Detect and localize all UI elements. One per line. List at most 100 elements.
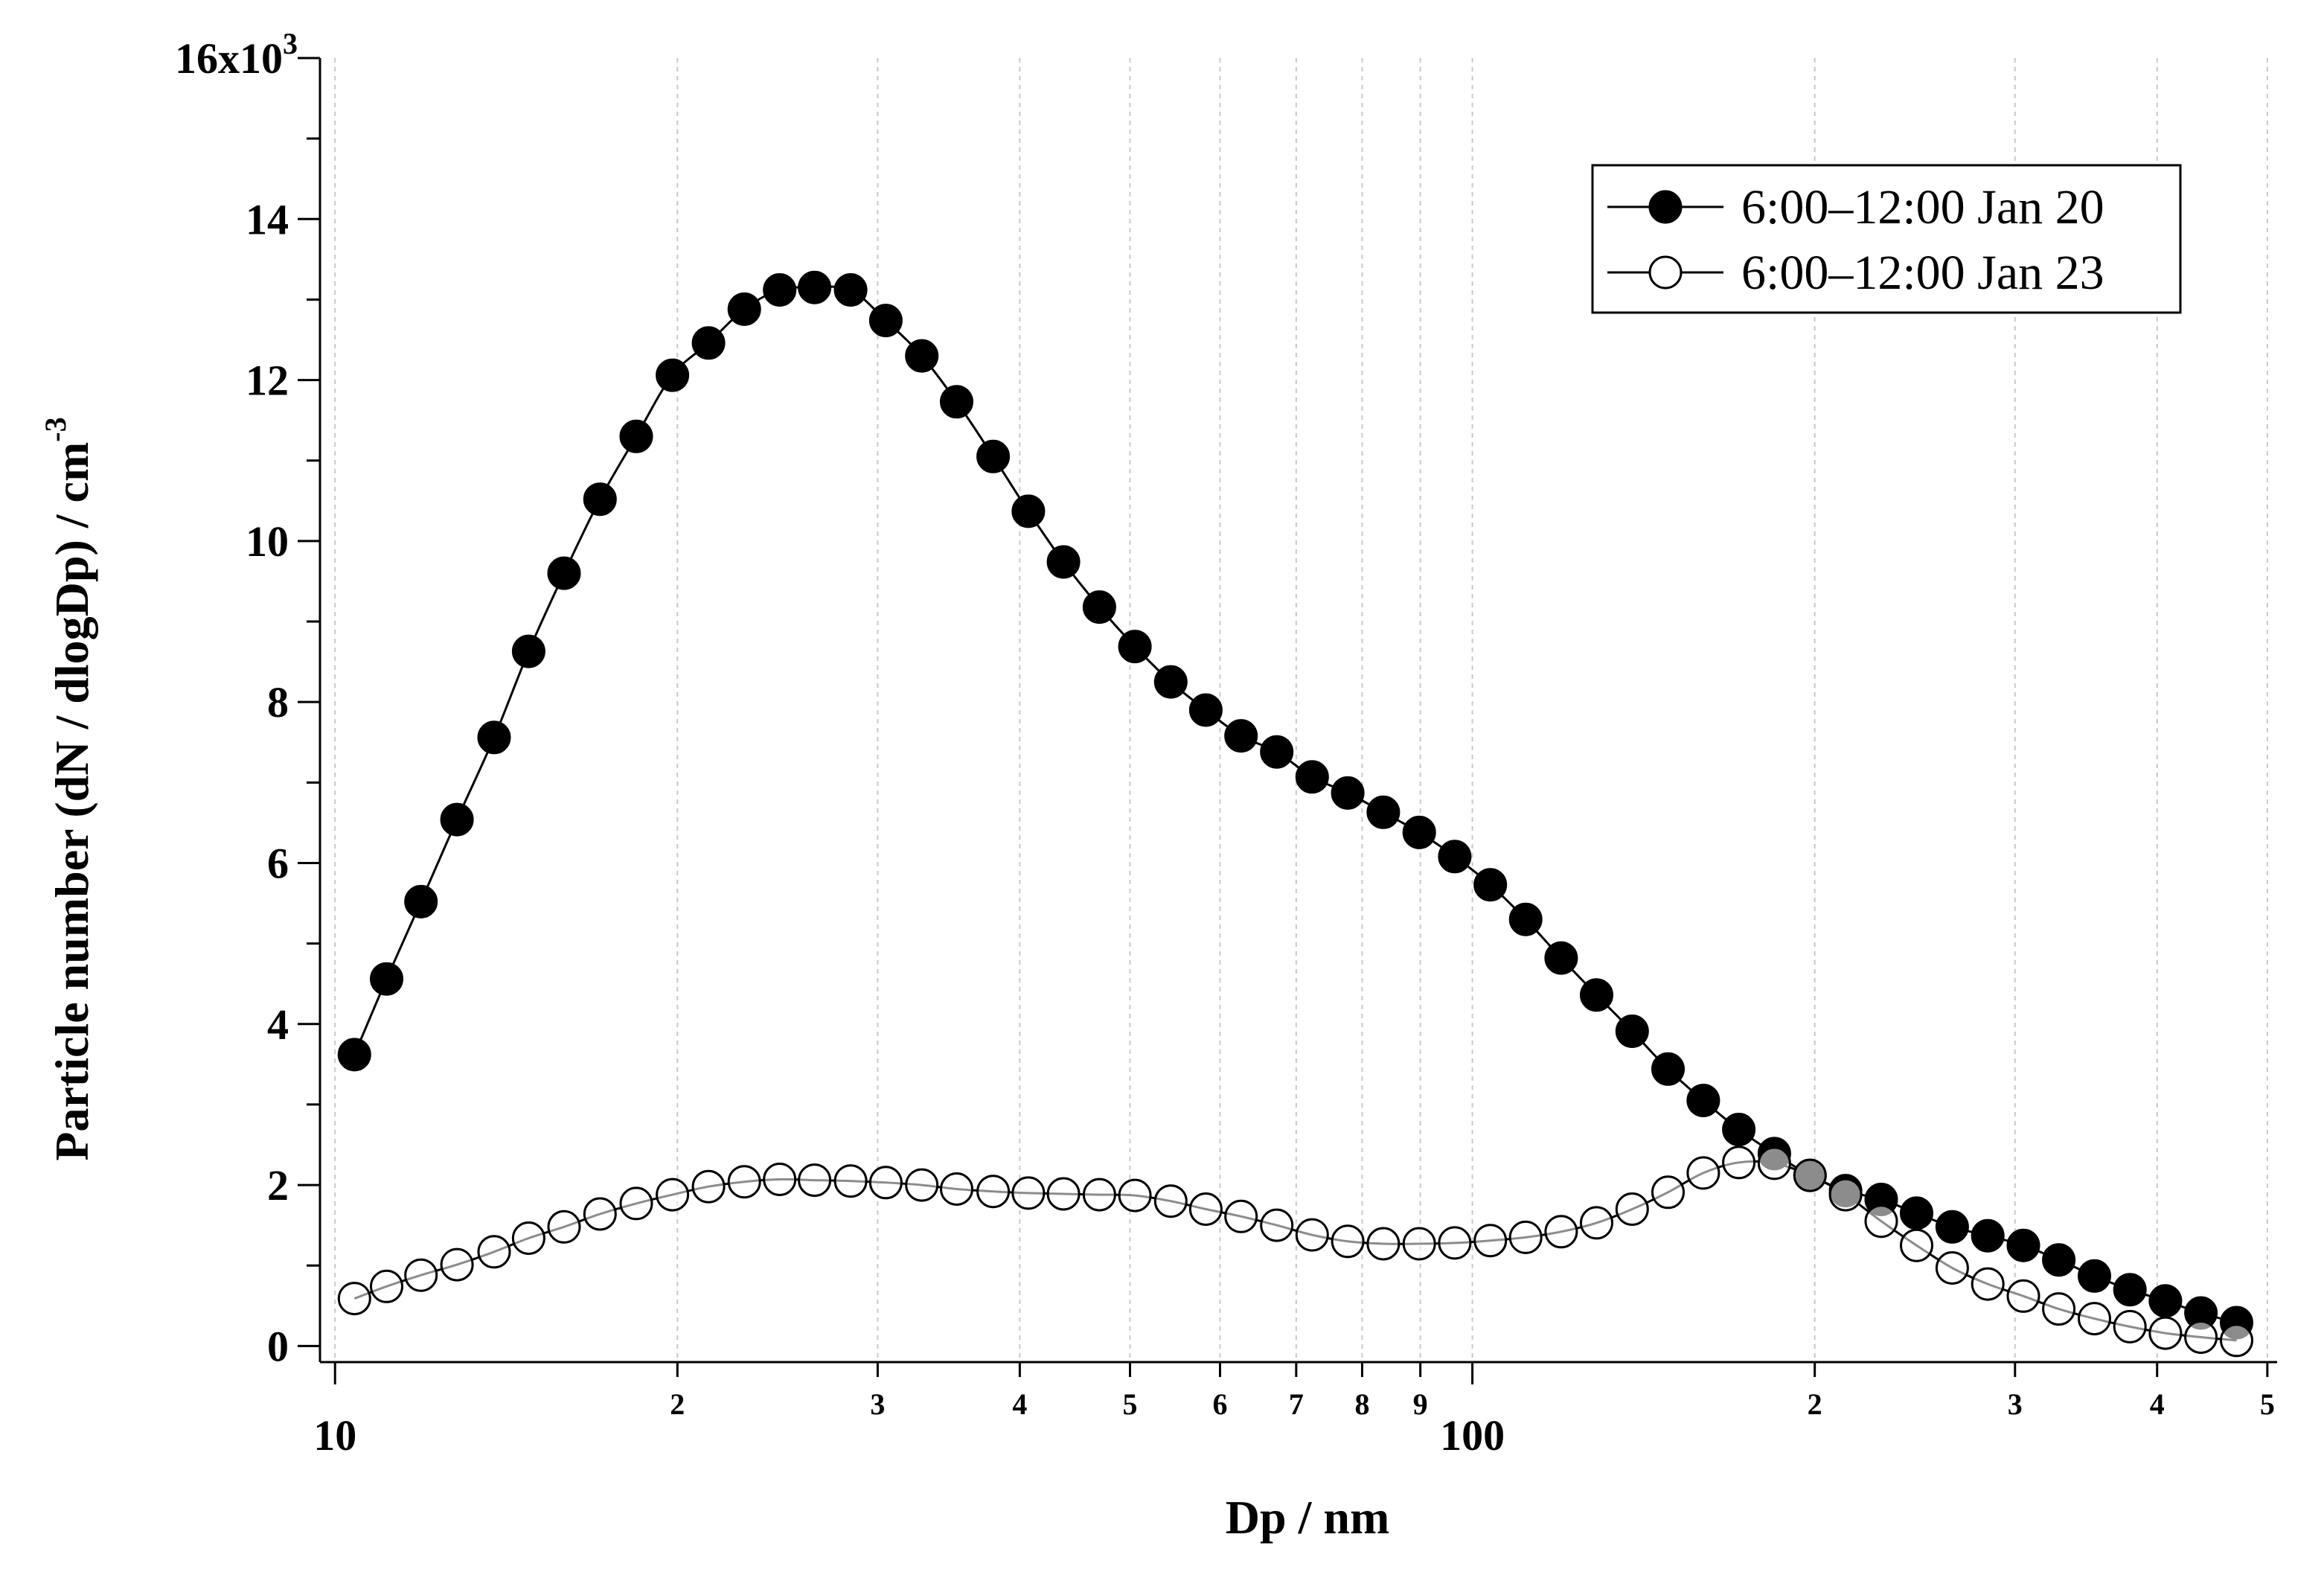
x-minor-tick-label: 6 <box>1213 1387 1228 1421</box>
data-point <box>1331 1224 1365 1259</box>
data-point <box>1295 1218 1329 1252</box>
x-minor-tick-label: 4 <box>2150 1387 2165 1421</box>
y-tick-label: 14 <box>246 195 289 243</box>
data-point <box>1188 1192 1223 1226</box>
data-point <box>2220 1323 2253 1358</box>
y-top-tick-label: 16x103 <box>175 27 298 83</box>
data-point <box>940 385 973 419</box>
data-point <box>1260 1208 1294 1242</box>
data-point <box>691 1169 726 1204</box>
data-point <box>337 1038 371 1072</box>
data-point <box>1651 1175 1685 1210</box>
legend-marker-0 <box>1648 190 1683 224</box>
y-tick-label: 4 <box>267 1000 289 1049</box>
x-minor-tick-label: 9 <box>1413 1387 1428 1421</box>
data-point <box>477 720 511 755</box>
data-point <box>583 482 617 517</box>
data-point <box>2006 1279 2040 1313</box>
data-point <box>976 1175 1011 1209</box>
data-point <box>1686 1084 1720 1117</box>
data-point <box>477 1235 511 1269</box>
data-point <box>1295 760 1329 794</box>
data-point <box>2042 1292 2076 1326</box>
data-point <box>1046 1177 1081 1211</box>
data-point <box>370 962 403 996</box>
data-point <box>619 1186 653 1221</box>
y-tick-label: 10 <box>246 517 289 566</box>
x-minor-tick-label: 5 <box>2260 1387 2275 1421</box>
data-point <box>727 1165 761 1199</box>
data-point <box>2148 1284 2183 1318</box>
data-point <box>1935 1210 1969 1244</box>
y-tick-label: 0 <box>267 1322 289 1370</box>
data-point <box>1722 1113 1756 1146</box>
data-point <box>833 273 868 307</box>
data-point <box>1188 693 1223 727</box>
data-point <box>1153 665 1188 699</box>
data-point <box>1615 1015 1649 1048</box>
data-point <box>833 1164 868 1198</box>
data-point <box>2184 1320 2218 1354</box>
data-point <box>868 1166 903 1200</box>
data-point <box>1366 1227 1401 1261</box>
x-minor-tick-label: 2 <box>1808 1387 1822 1421</box>
data-point <box>798 1163 832 1198</box>
data-point <box>1473 868 1508 902</box>
data-point <box>691 326 726 360</box>
x-minor-tick-label: 2 <box>670 1387 685 1421</box>
data-point <box>1438 840 1472 874</box>
data-point <box>1935 1251 1969 1285</box>
data-point <box>2113 1309 2147 1343</box>
data-point <box>337 1282 371 1316</box>
data-point <box>1153 1184 1188 1218</box>
data-point <box>656 1178 690 1212</box>
x-minor-tick-label: 3 <box>870 1387 885 1421</box>
x-minor-tick-label: 3 <box>2008 1387 2023 1421</box>
data-point <box>1508 1220 1543 1254</box>
y-ticks: 0 2 4 6 8 10 12 14 <box>246 57 320 1370</box>
data-point <box>440 1247 474 1282</box>
data-point <box>1118 1178 1152 1212</box>
data-point <box>1082 1178 1116 1212</box>
data-point <box>1366 795 1401 829</box>
data-point <box>1900 1228 1933 1262</box>
data-point <box>1082 590 1116 624</box>
legend-label-0: 6:00–12:00 Jan 20 <box>1741 180 2104 234</box>
data-point <box>619 419 653 453</box>
x-minor-tick-label: 5 <box>1122 1387 1137 1421</box>
data-point <box>1260 735 1294 769</box>
data-point <box>2042 1243 2076 1277</box>
x-minor-tick-label: 7 <box>1289 1387 1304 1421</box>
data-point <box>2113 1273 2147 1307</box>
data-point <box>1508 902 1543 936</box>
legend-marker-1 <box>1648 255 1683 290</box>
data-point <box>1971 1267 2005 1301</box>
data-point <box>1828 1178 1863 1212</box>
data-point <box>1722 1146 1756 1180</box>
data-point <box>1900 1196 1933 1230</box>
data-point <box>2006 1228 2040 1262</box>
data-point <box>1011 1176 1046 1210</box>
data-point <box>1402 1227 1436 1261</box>
data-point <box>976 439 1011 473</box>
data-point <box>1473 1224 1508 1258</box>
data-point <box>1118 630 1152 664</box>
data-point <box>1438 1226 1472 1260</box>
legend-label-1: 6:00–12:00 Jan 23 <box>1741 246 2104 300</box>
data-point <box>2148 1316 2183 1350</box>
series-0 <box>337 270 2253 1340</box>
data-point <box>1544 1215 1578 1249</box>
data-point <box>511 634 545 668</box>
x-minor-tick-label: 8 <box>1354 1387 1369 1421</box>
data-point <box>868 304 903 338</box>
y-tick-label: 8 <box>267 678 289 726</box>
data-point <box>905 1168 939 1202</box>
series-group <box>337 270 2253 1358</box>
data-point <box>727 292 761 326</box>
data-point <box>1011 494 1046 528</box>
data-point <box>1864 1204 1898 1239</box>
data-point <box>1331 776 1365 810</box>
data-point <box>547 1210 581 1244</box>
data-point <box>583 1197 617 1231</box>
data-point <box>1686 1156 1720 1190</box>
